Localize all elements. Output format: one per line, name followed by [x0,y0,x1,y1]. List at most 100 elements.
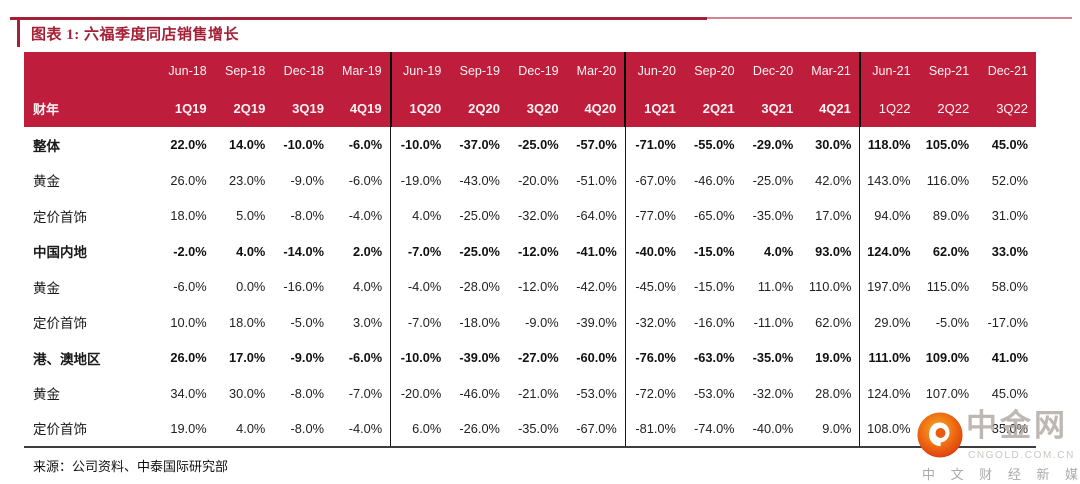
value-cell: -81.0% [624,411,684,448]
col-quarter-header: 4Q19 [331,90,391,127]
value-cell: 30.0% [815,137,852,153]
value-cell: -41.0% [576,243,617,259]
value-cell: -16.0% [694,314,735,330]
watermark-tagline: 中 文 财 经 新 媒 体 [922,467,1080,482]
value-cell: 62.0% [815,314,852,330]
value-cell: 19.0% [815,350,852,366]
value-cell: 111.0% [859,340,919,376]
value-cell: 14.0% [229,137,266,153]
value-cell: 93.0% [815,243,852,259]
value-cell: -15.0% [694,279,735,295]
value-cell: -26.0% [449,411,508,448]
value-cell: -77.0% [624,198,684,234]
value-cell: -6.0% [173,279,207,295]
value-cell: -39.0% [459,350,500,366]
col-month-header: Sep-18 [214,52,274,90]
value-cell: -25.0% [459,208,500,224]
figure-title: 图表 1: 六福季度同店销售增长 [31,27,239,43]
value-cell: 26.0% [170,172,207,188]
col-quarter-header: 4Q21 [801,90,860,127]
value-cell: -8.0% [290,208,324,224]
watermark-domain: CNGOLD.COM.CN [968,450,1075,461]
fiscal-year-label: 财年 [24,90,156,127]
value-cell: 4.0% [352,279,383,295]
value-cell: -42.0% [576,279,617,295]
col-quarter-header: 1Q21 [624,90,684,127]
value-cell: 118.0% [859,127,919,163]
value-cell: 31.0% [991,208,1028,224]
table-row: 港、澳地区 26.0% 17.0% -9.0% -6.0% -10.0% -39.0% -27… [24,340,1036,376]
value-cell: -53.0% [576,385,617,401]
value-cell: 110.0% [808,279,852,295]
rule-thin-segment [707,17,1072,19]
value-cell: 4.0% [764,243,794,259]
rule-thick-segment [10,17,707,20]
value-cell: -8.0% [273,411,332,448]
value-cell: -35.0% [752,208,794,224]
title-left-bar [17,20,20,47]
value-cell: 41.0% [991,350,1028,366]
value-cell: -6.0% [348,137,383,153]
value-cell: 6.0% [390,411,450,448]
row-label: 黄金 [33,174,60,190]
col-month-header: Jun-21 [858,52,919,90]
value-cell: 109.0% [925,350,970,366]
value-cell: 45.0% [991,137,1028,153]
row-label: 黄金 [33,280,60,296]
value-cell: -12.0% [518,243,559,259]
value-cell: 52.0% [991,172,1028,188]
value-cell: -25.0% [459,243,500,259]
col-month-header: Jun-20 [624,52,684,90]
value-cell: -9.0% [290,350,324,366]
col-month-header: Jun-18 [156,52,215,90]
value-cell: 33.0% [991,243,1028,259]
value-cell: 10.0% [170,314,207,330]
value-cell: -18.0% [459,314,500,330]
value-cell: -76.0% [624,340,684,376]
cngold-swirl-icon [917,412,963,458]
title-top-rule [10,17,1072,20]
col-quarter-header: 4Q20 [566,90,626,127]
value-cell: -7.0% [390,233,450,269]
value-cell: 23.0% [229,172,266,188]
value-cell: -10.0% [283,137,324,153]
value-cell: 4.0% [214,411,274,448]
value-cell: 197.0% [859,269,919,305]
value-cell: 116.0% [926,172,970,188]
row-label: 整体 [33,138,60,154]
value-cell: -5.0% [935,314,970,330]
row-label: 定价首饰 [24,411,156,448]
value-cell: 124.0% [859,375,919,411]
value-cell: -55.0% [694,137,735,153]
figure-title-row: 图表 1: 六福季度同店销售增长 [17,20,239,47]
value-cell: -17.0% [987,314,1028,330]
col-month-header: Sep-21 [918,52,978,90]
table-row: 定价首饰 18.0% 5.0% -8.0% -4.0% 4.0% -25.0% -32.0% -… [24,198,1036,234]
value-cell: 5.0% [236,208,266,224]
col-quarter-header: 1Q19 [156,90,215,127]
value-cell: 26.0% [170,350,207,366]
value-cell: 17.0% [229,350,266,366]
value-cell: -25.0% [518,137,559,153]
col-month-header: Jun-19 [389,52,450,90]
value-cell: -45.0% [624,269,684,305]
value-cell: 17.0% [815,208,852,224]
table-row: 定价首饰 19.0% 4.0% -8.0% -4.0% 6.0% -26.0% -35.0% -… [24,411,1036,448]
value-cell: -28.0% [459,279,500,295]
value-cell: 4.0% [236,243,266,259]
quarter-header-row: 财年 1Q19 2Q19 3Q19 4Q19 1Q20 2Q20 3Q20 4Q20 1Q21 2Q… [24,90,1036,127]
value-cell: -63.0% [694,350,735,366]
source-note: 来源：公司资料、中泰国际研究部 [33,459,229,474]
value-cell: -5.0% [290,314,324,330]
col-month-header: Dec-21 [977,52,1036,90]
col-quarter-header: 3Q20 [507,90,567,127]
value-cell: -27.0% [518,350,559,366]
col-quarter-header: 2Q20 [449,90,508,127]
col-quarter-header: 1Q22 [858,90,919,127]
value-cell: 115.0% [926,279,970,295]
value-cell: 11.0% [757,279,794,295]
value-cell: 18.0% [229,314,266,330]
col-quarter-header: 3Q21 [742,90,802,127]
table-row: 定价首饰 10.0% 18.0% -5.0% 3.0% -7.0% -18.0% -9.0% -… [24,304,1036,340]
